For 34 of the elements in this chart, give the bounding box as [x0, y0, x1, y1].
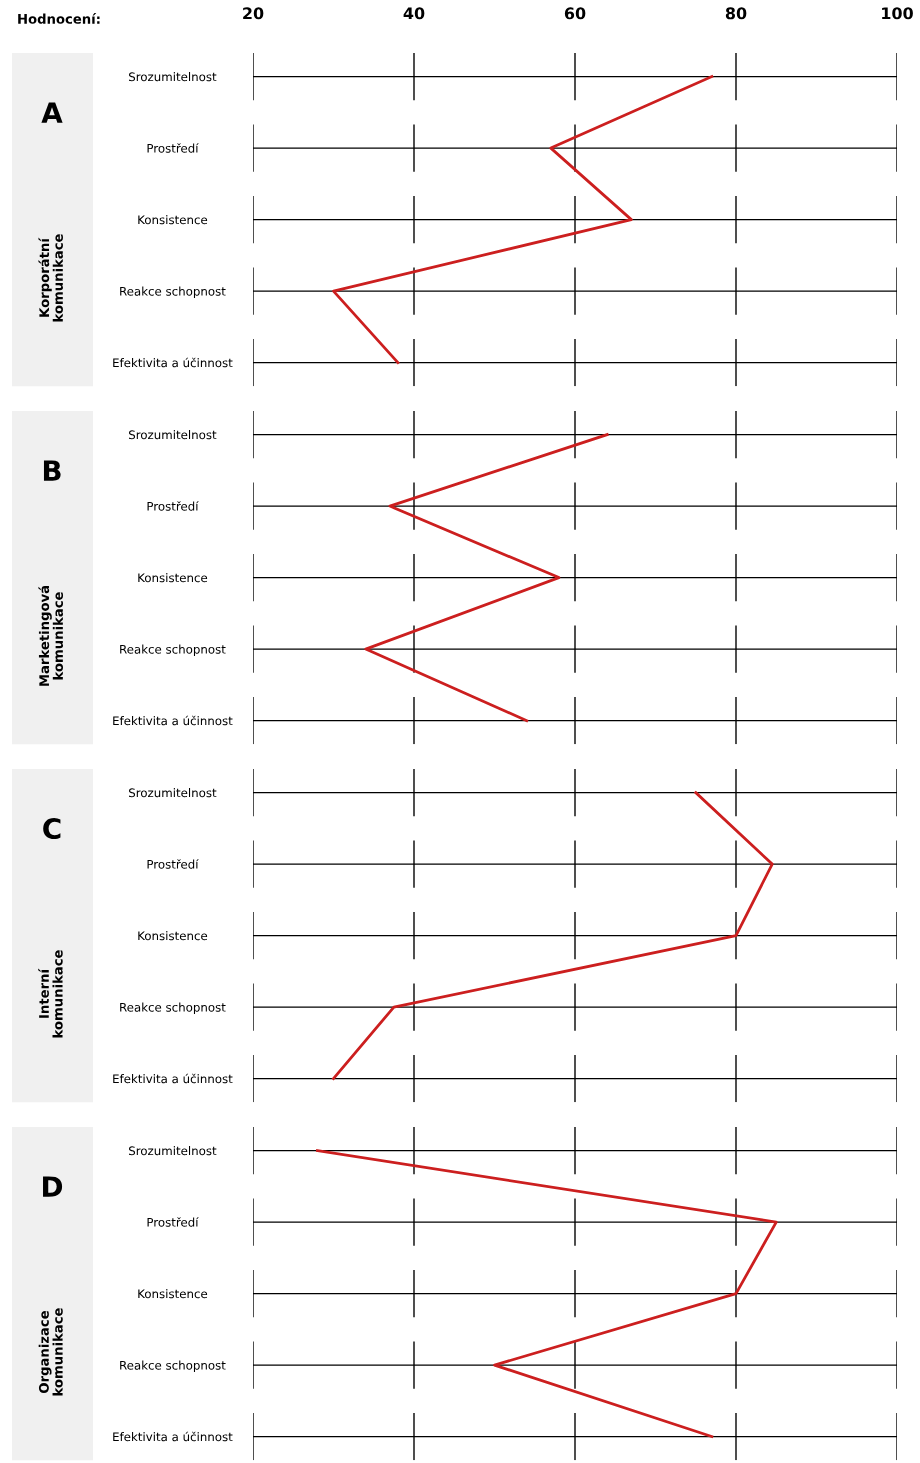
y-tick-label: Reakce schopnost — [120, 286, 226, 299]
y-tick-label: Konsistence — [138, 215, 208, 225]
y-tick-label: Konsistence — [138, 931, 208, 941]
y-tick-label: Reakce schopnost — [120, 1360, 226, 1373]
y-tick-label: Efektivita a účinnost — [113, 715, 233, 726]
y-tick-label: Prostředí — [147, 859, 199, 869]
y-tick-label: Prostředí — [147, 501, 199, 511]
x-tick-label: 100 — [882, 7, 913, 20]
y-tick-label: Prostředí — [147, 1217, 199, 1227]
text: A — [41, 102, 63, 123]
y-tick-label: Prostředí — [147, 143, 199, 153]
text: D — [43, 1176, 63, 1197]
y-tick-label: Efektivita a účinnost — [113, 1073, 233, 1084]
x-tick-label: 20 — [243, 7, 264, 20]
y-tick-label: Konsistence — [138, 1289, 208, 1299]
y-tick-label: Srozumitelnost — [129, 788, 217, 798]
y-tick-label: Srozumitelnost — [129, 72, 217, 82]
y-tick-label: Srozumitelnost — [129, 430, 217, 440]
y-tick-label: Efektivita a účinnost — [113, 1431, 233, 1442]
y-tick-label: Srozumitelnost — [129, 1146, 217, 1156]
y-tick-label: Efektivita a účinnost — [113, 357, 233, 368]
x-tick-label: 60 — [564, 7, 586, 20]
text: C — [43, 818, 61, 840]
x-tick-label: 40 — [403, 7, 425, 20]
y-axis-title: Korporátní komunikace — [38, 234, 63, 322]
x-tick-label: 80 — [725, 7, 747, 20]
y-axis-title: Marketingová komunikace — [38, 585, 64, 686]
y-tick-label: Reakce schopnost — [120, 644, 226, 657]
x-axis-title: Hodnocení: — [18, 13, 100, 24]
y-tick-label: Reakce schopnost — [120, 1002, 226, 1015]
text: B — [43, 460, 61, 481]
y-axis-title: Interní komunikace — [38, 950, 63, 1038]
y-tick-label: Konsistence — [138, 573, 208, 583]
y-axis-title: Organizace komunikace — [38, 1308, 63, 1396]
